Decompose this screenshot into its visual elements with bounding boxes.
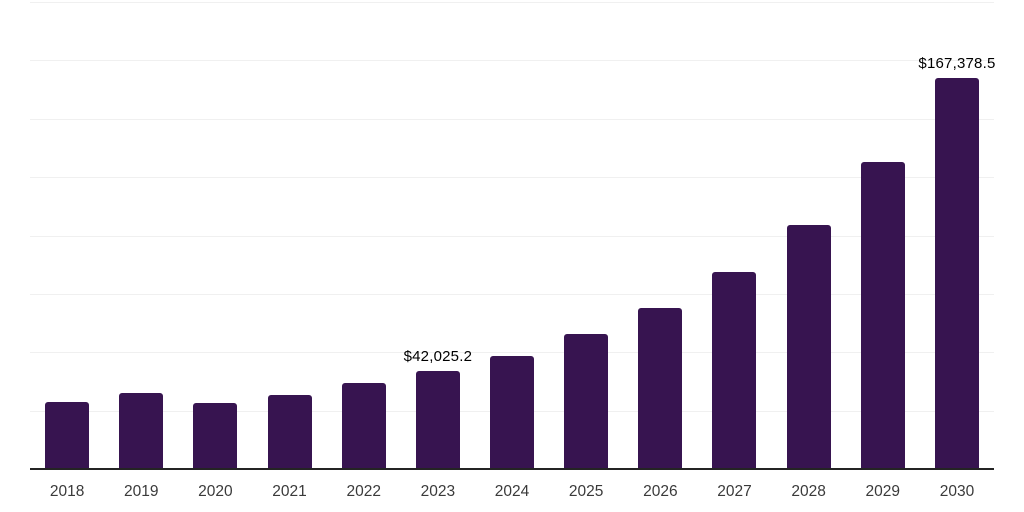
gridline-200000 (30, 2, 994, 3)
bar-2021[interactable] (267, 394, 312, 469)
bar-2027[interactable] (712, 272, 757, 469)
bar-2028[interactable] (786, 225, 831, 469)
bar-slot-2022 (327, 2, 401, 469)
bar-slot-2026 (623, 2, 697, 469)
bar-2030[interactable]: $167,378.5 (918, 55, 995, 469)
bar-series: $42,025.2 $167,378.5 (30, 2, 995, 469)
bar-slot-2030: $167,378.5 (918, 2, 995, 469)
bar-slot-2019 (104, 2, 178, 469)
bar-2019[interactable] (119, 392, 164, 469)
x-tick-label-2025: 2025 (568, 483, 604, 500)
x-axis-tick-labels: 2018 2019 2020 2021 2022 2023 2024 2025 2026 2027… (30, 483, 994, 501)
x-tick-label-2022: 2022 (346, 483, 381, 500)
bar-slot-2018 (30, 2, 104, 469)
bar-slot-2029 (846, 2, 920, 469)
bar-value-label-2023: $42,025.2 (403, 347, 473, 365)
bar-slot-2023: $42,025.2 (401, 2, 475, 469)
bar-2023[interactable]: $42,025.2 (404, 348, 472, 469)
bar-2024[interactable] (490, 356, 535, 469)
gridline-150000 (30, 118, 994, 120)
x-axis-line (30, 468, 994, 470)
gridline-50000 (30, 352, 994, 354)
gridline-75000 (30, 293, 994, 295)
x-tick-label-2018: 2018 (49, 483, 85, 500)
bar-2026[interactable] (638, 307, 683, 469)
x-tick-label-2030: 2030 (939, 483, 975, 500)
bar-2022[interactable] (341, 382, 386, 469)
bar-2018[interactable] (45, 401, 90, 469)
x-tick-label-2026: 2026 (643, 483, 678, 500)
x-tick-label-2029: 2029 (865, 483, 901, 500)
x-tick-label-2027: 2027 (717, 483, 752, 500)
bar-slot-2027 (697, 2, 771, 469)
bar-slot-2024 (475, 2, 549, 469)
gridline-100000 (30, 235, 994, 237)
x-tick-label-2028: 2028 (791, 483, 826, 500)
plot-area: $42,025.2 $167,378.5 (30, 2, 995, 469)
gridline-175000 (30, 60, 994, 62)
bar-slot-2025 (549, 2, 623, 469)
bar-slot-2020 (178, 2, 252, 469)
x-tick-label-2019: 2019 (123, 483, 159, 500)
x-tick-label-2020: 2020 (198, 483, 233, 500)
gridline-125000 (30, 177, 994, 179)
x-tick-label-2023: 2023 (420, 483, 456, 500)
x-tick-label-2021: 2021 (272, 483, 307, 500)
bar-value-label-2030: $167,378.5 (918, 55, 996, 73)
bar-2025[interactable] (564, 334, 609, 469)
bar-2020[interactable] (193, 402, 238, 469)
bar-2029[interactable] (860, 162, 905, 469)
bar-slot-2021 (252, 2, 326, 469)
x-tick-label-2024: 2024 (494, 483, 530, 500)
bar-slot-2028 (772, 2, 846, 469)
